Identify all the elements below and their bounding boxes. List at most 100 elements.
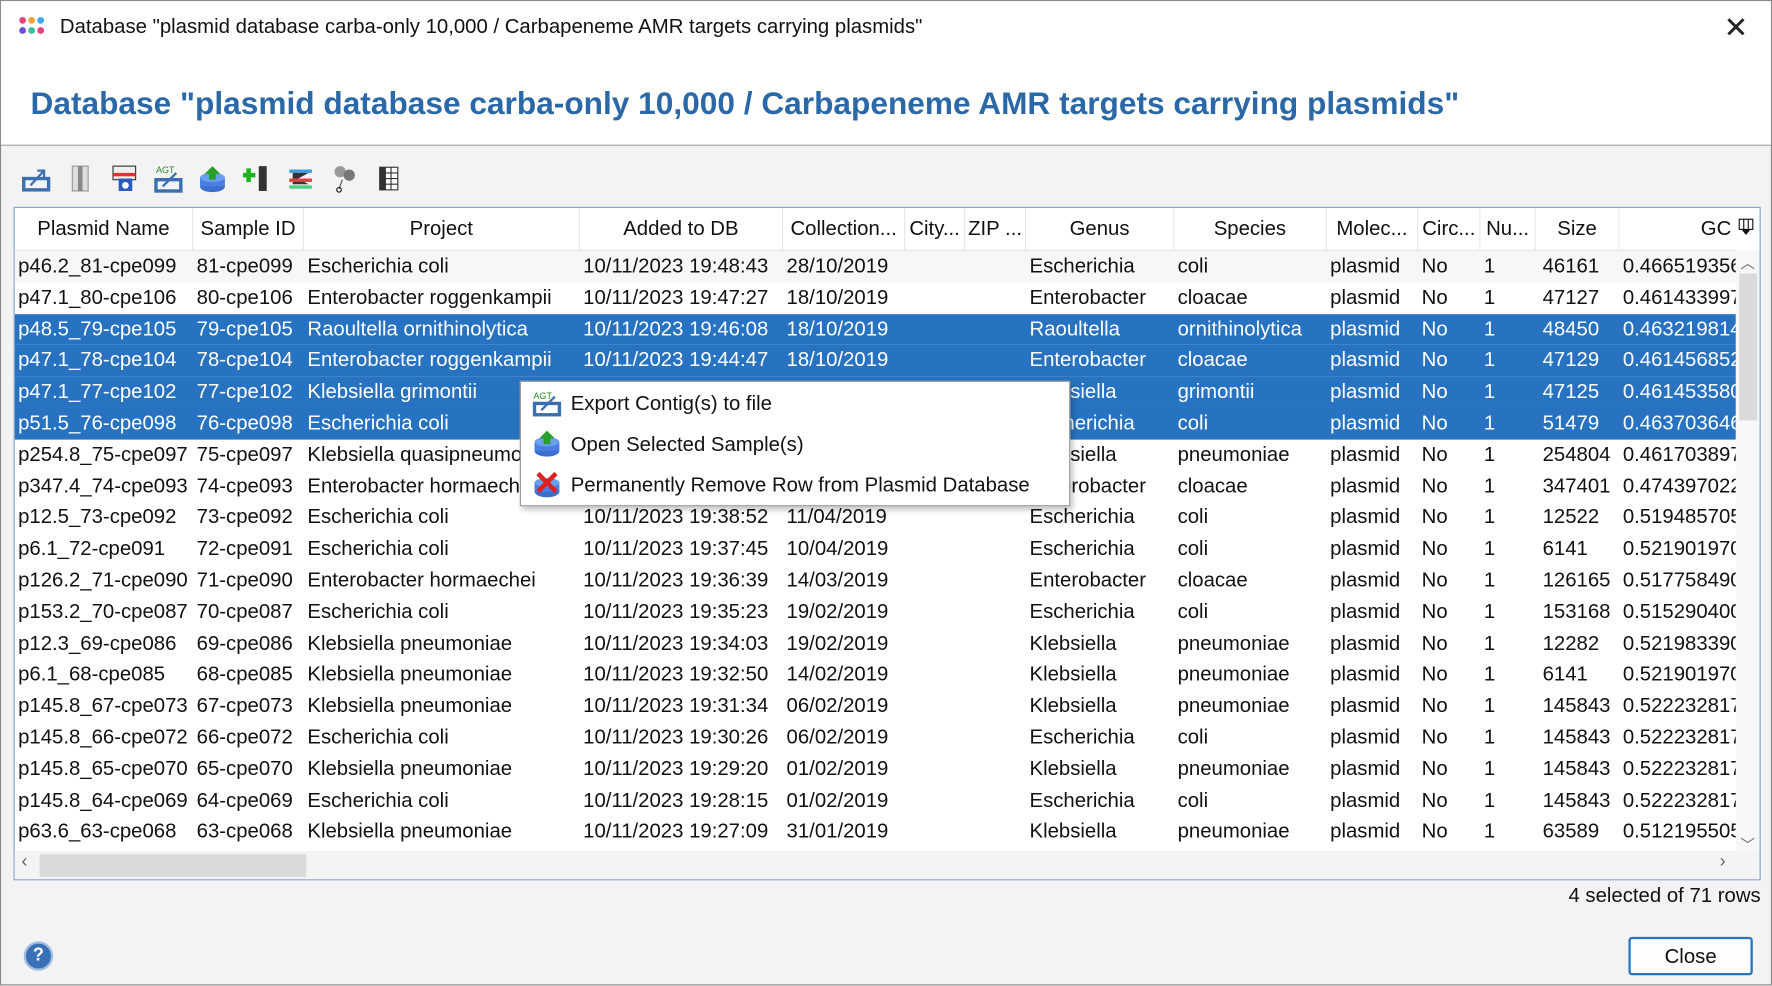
table-cell: 0.461703897: [1622, 442, 1736, 466]
table-cell: plasmid: [1330, 819, 1401, 843]
table-row[interactable]: p153.2_70-cpe087 70-cpe087 Escherichia col…: [15, 596, 1736, 627]
table-cell: [905, 596, 965, 627]
grid-icon[interactable]: [374, 164, 403, 193]
table-cell: 1: [1483, 348, 1496, 372]
table-cell: 1: [1483, 725, 1496, 749]
table-cell: No: [1421, 819, 1448, 843]
table-cell: No: [1421, 599, 1448, 623]
table-cell: No: [1421, 442, 1448, 466]
table-row[interactable]: p63.6_63-cpe068 63-cpe068 Klebsiella pneum…: [15, 816, 1736, 847]
table-row[interactable]: p48.5_79-cpe105 79-cpe105 Raoultella ornit…: [14, 313, 1736, 346]
table-cell: Escherichia coli: [307, 254, 449, 277]
table-cell: [905, 785, 965, 816]
table-cell: 81-cpe099: [196, 254, 293, 277]
table-cell: [965, 816, 1026, 847]
table-cell: [965, 502, 1026, 533]
table-row[interactable]: p6.1_72-cpe091 72-cpe091 Escherichia coli 1…: [15, 534, 1736, 565]
svg-text:AGT: AGT: [533, 391, 552, 401]
column-header[interactable]: Nu...: [1480, 207, 1536, 250]
open-database-icon[interactable]: [198, 164, 227, 193]
table-cell: 66-cpe072: [196, 725, 293, 749]
table-photo-icon[interactable]: [110, 164, 139, 193]
scroll-right-icon[interactable]: ›: [1719, 852, 1726, 872]
table-row[interactable]: p145.8_66-cpe072 66-cpe072 Escherichia col…: [15, 722, 1736, 753]
column-header[interactable]: Genus: [1026, 207, 1175, 250]
table-row[interactable]: p47.1_78-cpe104 78-cpe104 Enterobacter rog…: [14, 345, 1736, 377]
table-cell: 0.512195505: [1622, 819, 1736, 843]
table-row[interactable]: p12.5_73-cpe092 73-cpe092 Escherichia coli…: [15, 502, 1736, 533]
filter-icon[interactable]: [286, 164, 315, 193]
column-header[interactable]: Size: [1536, 207, 1620, 250]
table-row[interactable]: p145.8_64-cpe069 64-cpe069 Escherichia col…: [15, 785, 1736, 816]
table-cell: Klebsiella grimontii: [307, 379, 477, 403]
column-header[interactable]: ZIP ...: [965, 207, 1027, 250]
horizontal-scrollbar[interactable]: ‹ ›: [14, 850, 1760, 880]
table-cell: Escherichia coli: [307, 411, 449, 434]
column-header[interactable]: Project: [304, 207, 580, 250]
table-cell: No: [1421, 662, 1448, 686]
column-header[interactable]: Sample ID: [193, 207, 304, 250]
table-cell: Enterobacter roggenkampii: [307, 348, 552, 372]
table-cell: p47.1_77-cpe102: [18, 379, 177, 403]
menu-item-export-contigs[interactable]: AGT Export Contig(s) to file: [521, 384, 1069, 422]
scroll-down-icon[interactable]: ﹀: [1740, 836, 1756, 854]
table-cell: No: [1421, 631, 1448, 654]
column-header[interactable]: Added to DB: [580, 207, 784, 250]
vertical-scrollbar[interactable]: ︿ ﹀: [1735, 250, 1760, 854]
scroll-up-icon[interactable]: ︿: [1740, 254, 1756, 272]
table-row[interactable]: p12.3_69-cpe086 69-cpe086 Klebsiella pneum…: [15, 628, 1736, 659]
table-cell: 0.463703646: [1622, 411, 1736, 434]
table-cell: 63589: [1542, 819, 1600, 843]
column-header[interactable]: Circ...: [1418, 207, 1481, 250]
table-cell: Enterobacter hormaechei: [307, 474, 536, 497]
vertical-scroll-thumb[interactable]: [1739, 273, 1758, 421]
table-cell: [965, 691, 1026, 722]
column-header[interactable]: City...: [905, 207, 966, 250]
table-cell: 10/11/2023 19:31:34: [583, 694, 769, 717]
table-cell: 1: [1483, 285, 1496, 309]
table-row[interactable]: p47.1_80-cpe106 80-cpe106 Enterobacter rog…: [15, 282, 1736, 313]
menu-item-remove-row[interactable]: Permanently Remove Row from Plasmid Data…: [521, 466, 1069, 504]
table-cell: [965, 785, 1026, 816]
add-column-icon[interactable]: [242, 164, 271, 193]
column-header[interactable]: Plasmid Name: [15, 207, 194, 250]
table-cell: 10/04/2019: [786, 537, 889, 560]
table-cell: [965, 282, 1026, 313]
table-cell: pneumoniae: [1177, 442, 1290, 466]
table-cell: 10/11/2023 19:38:52: [583, 505, 769, 529]
menu-item-open-samples[interactable]: Open Selected Sample(s): [521, 425, 1069, 463]
table-cell: [965, 345, 1026, 376]
column-header[interactable]: Molec...: [1327, 207, 1419, 250]
table-cell: 0.519485705: [1622, 505, 1736, 529]
export-sequence-icon[interactable]: AGT: [154, 164, 183, 193]
table-cell: plasmid: [1330, 599, 1401, 623]
table-cell: 71-cpe090: [196, 568, 293, 592]
link-icon[interactable]: [330, 164, 359, 193]
table-row[interactable]: p126.2_71-cpe090 71-cpe090 Enterobacter ho…: [15, 565, 1736, 596]
close-button[interactable]: Close: [1628, 936, 1753, 976]
table-row[interactable]: p6.1_68-cpe085 68-cpe085 Klebsiella pneumo…: [15, 659, 1736, 690]
column-header[interactable]: Collection...: [783, 207, 906, 250]
column-header[interactable]: Species: [1174, 207, 1327, 250]
close-icon[interactable]: ✕: [1723, 10, 1749, 45]
table-row[interactable]: p145.8_65-cpe070 65-cpe070 Klebsiella pneu…: [15, 754, 1736, 785]
column-chooser-icon[interactable]: [1738, 218, 1754, 236]
table-row[interactable]: p46.2_81-cpe099 81-cpe099 Escherichia coli…: [14, 250, 1736, 283]
export-icon[interactable]: [21, 164, 51, 193]
table-cell: 74-cpe093: [196, 474, 293, 497]
table-cell: 10/11/2023 19:28:15: [583, 788, 769, 811]
help-icon[interactable]: ?: [23, 941, 54, 971]
table-cell: Escherichia: [1029, 788, 1135, 811]
horizontal-scroll-thumb[interactable]: [39, 854, 307, 877]
scroll-left-icon[interactable]: ‹: [21, 852, 28, 872]
table-cell: No: [1421, 568, 1448, 592]
columns-icon[interactable]: [66, 164, 95, 193]
table-cell: No: [1421, 756, 1448, 780]
table-row[interactable]: p145.8_67-cpe073 67-cpe073 Klebsiella pneu…: [15, 691, 1736, 722]
table-cell: No: [1421, 348, 1448, 372]
table-cell: 0.515290400: [1622, 599, 1736, 623]
table-cell: plasmid: [1330, 442, 1401, 466]
column-header[interactable]: GC: [1700, 216, 1732, 240]
table-cell: No: [1421, 411, 1448, 434]
table-row[interactable]: p254.8_75-cpe097 75-cpe097 Klebsiella quas…: [15, 439, 1736, 470]
